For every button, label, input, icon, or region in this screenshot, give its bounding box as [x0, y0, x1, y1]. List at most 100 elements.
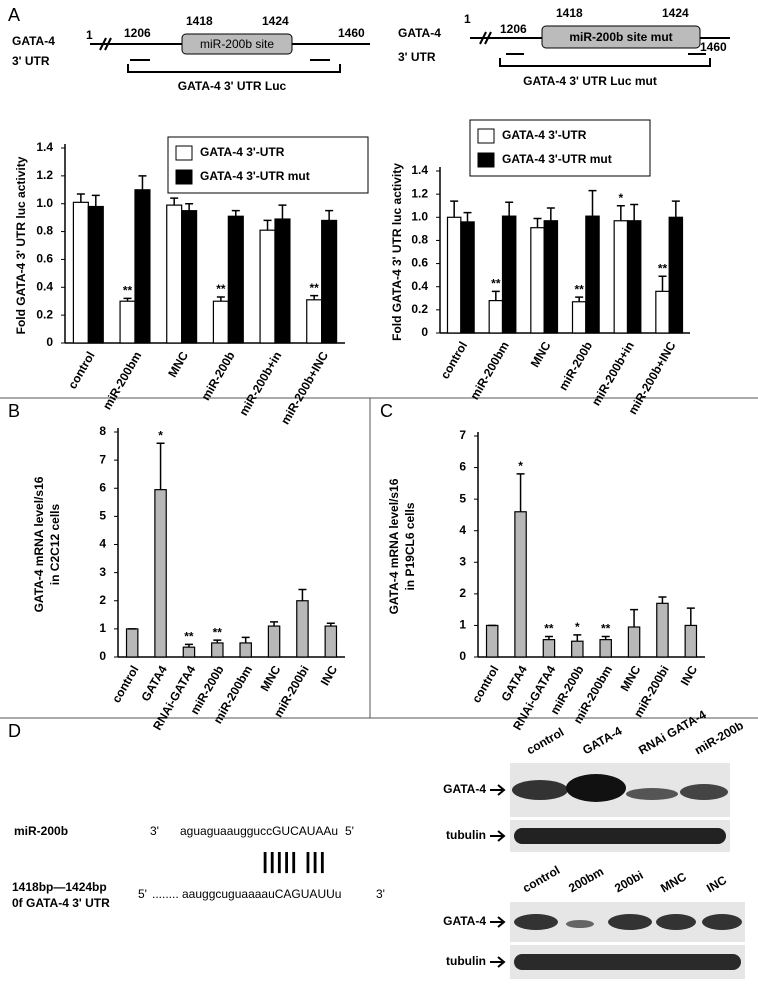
- y-tick-label: 3: [99, 565, 106, 579]
- bar: [182, 646, 196, 658]
- position: 1: [86, 28, 93, 42]
- y-tick-label: 0: [46, 335, 53, 349]
- bar: [306, 299, 323, 344]
- end-label: 5': [138, 887, 147, 901]
- significance: **: [216, 282, 226, 296]
- panel-label: C: [380, 401, 393, 421]
- y-tick-label: 8: [99, 424, 106, 438]
- error-bar: [76, 193, 85, 203]
- y-tick-label: 4: [99, 537, 106, 551]
- significance: *: [158, 428, 163, 442]
- y-tick-label: 0.2: [36, 307, 53, 321]
- y-tick-label: 0.6: [36, 252, 53, 266]
- x-tick-label: miR-200bm: [100, 349, 144, 412]
- lane-label: 200bi: [612, 868, 646, 895]
- y-axis-title: in C2C12 cells: [48, 503, 62, 585]
- x-tick-label: MNC: [258, 663, 284, 694]
- position: 1418: [556, 6, 583, 20]
- utr-diagram: GATA-4 3' UTR 1 1206 1418 1424 1460 miR-…: [398, 6, 730, 88]
- significance: **: [574, 282, 584, 296]
- construct-label: GATA-4 3' UTR Luc: [178, 79, 287, 93]
- significance: **: [213, 625, 223, 639]
- band: [514, 914, 558, 930]
- break: [104, 37, 112, 51]
- band: [680, 784, 728, 800]
- position: 1418: [186, 14, 213, 28]
- legend-box: [167, 136, 369, 194]
- row-label: GATA-4: [443, 914, 486, 928]
- y-tick-label: 0.2: [411, 302, 428, 316]
- pairing: ||||| |||: [262, 848, 326, 873]
- site-label: miR-200b site: [200, 37, 274, 51]
- error-bar: [658, 275, 667, 292]
- bar: [543, 220, 559, 334]
- y-tick-label: 1: [99, 621, 106, 635]
- y-axis-title: GATA-4 mRNA level/s16: [387, 478, 401, 614]
- y-axis-title: GATA-4 mRNA level/s16: [32, 476, 46, 612]
- target-label: 0f GATA-4 3' UTR: [12, 896, 110, 910]
- y-tick-label: 1.4: [411, 163, 428, 177]
- error-bar: [533, 217, 542, 228]
- y-tick-label: 0.4: [411, 279, 428, 293]
- error-bar: [630, 203, 639, 221]
- arrow: [490, 784, 506, 968]
- lane-label: 200bm: [566, 864, 606, 895]
- x-tick-label: control: [65, 349, 97, 391]
- error-bar: [185, 202, 194, 211]
- y-axis-title: in P19CL6 cells: [403, 502, 417, 590]
- error-bar: [544, 635, 553, 640]
- row-label: GATA-4: [443, 782, 486, 796]
- error-bar: [241, 636, 250, 643]
- significance: **: [601, 622, 611, 636]
- error-bar: [325, 209, 334, 221]
- position: 1460: [338, 26, 365, 40]
- y-tick-label: 1.0: [411, 209, 428, 223]
- x-tick-label: MNC: [528, 339, 554, 370]
- panel-label: D: [8, 721, 21, 741]
- y-tick-label: 0.4: [36, 279, 53, 293]
- error-bar: [184, 643, 193, 648]
- y-tick-label: 6: [459, 460, 466, 474]
- error-bar: [516, 473, 525, 512]
- y-tick-label: 7: [99, 452, 106, 466]
- band: [514, 954, 741, 970]
- y-tick-label: 4: [459, 523, 466, 537]
- bar: [274, 218, 291, 344]
- lane-label: control: [524, 725, 566, 757]
- bar: [571, 301, 587, 334]
- amplicon: [499, 58, 711, 67]
- gene-label: GATA-4: [12, 34, 55, 48]
- error-bar: [601, 635, 610, 640]
- x-tick-label: MNC: [165, 349, 191, 380]
- break: [484, 31, 492, 45]
- y-tick-label: 1.0: [36, 196, 53, 210]
- bar: [166, 204, 183, 344]
- y-axis-title: Fold GATA-4 3' UTR luc activity: [390, 163, 404, 341]
- bar: [684, 624, 698, 658]
- x-tick-label: INC: [318, 663, 341, 688]
- lane-label: control: [520, 863, 562, 895]
- sequence: ........ aauggcuguaaaauCAGUAUUu: [152, 887, 341, 901]
- position: 1460: [700, 40, 727, 54]
- bar: [134, 189, 151, 344]
- band: [626, 788, 678, 800]
- target-label: 1418bp—1424bp: [12, 880, 107, 894]
- bar: [585, 215, 600, 334]
- error-bar: [630, 608, 639, 628]
- x-tick-label: miR-200b+in: [236, 349, 284, 418]
- legend-swatch: [477, 128, 495, 144]
- y-tick-label: 6: [99, 480, 106, 494]
- y-tick-label: 1.2: [36, 168, 53, 182]
- legend-label: GATA-4 3'-UTR: [200, 145, 285, 159]
- legend-swatch: [175, 169, 193, 185]
- position: 1424: [262, 14, 289, 28]
- significance: *: [575, 620, 580, 634]
- end-label: 5': [345, 824, 354, 838]
- error-bar: [463, 211, 472, 222]
- lane-label: GATA-4: [580, 724, 624, 758]
- position: 1424: [662, 6, 689, 20]
- y-tick-label: 0: [459, 649, 466, 663]
- bar: [324, 625, 338, 658]
- significance: **: [544, 622, 554, 636]
